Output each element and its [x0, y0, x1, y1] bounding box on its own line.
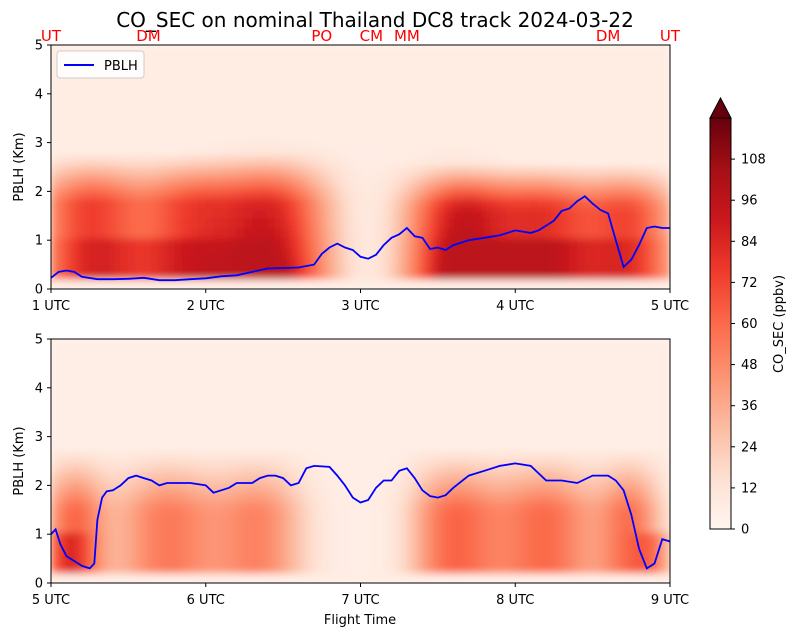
y-tick-label: 2: [35, 185, 43, 200]
bottom-heatmap: [51, 339, 670, 583]
y-tick-label: 5: [35, 333, 43, 348]
colorbar-tick-label: 24: [741, 440, 758, 455]
colorbar-tick-label: 84: [741, 235, 758, 250]
bottom-xlabel: Flight Time: [324, 613, 396, 628]
y-tick-label: 4: [35, 381, 43, 396]
colorbar: 0 12 24 36 48 60 72 84 96 108 CO_SEC (ppbv): [709, 96, 787, 538]
x-tick-label: 7 UTC: [341, 593, 379, 608]
x-tick-label: 8 UTC: [496, 593, 534, 608]
colorbar-tick-label: 60: [741, 317, 758, 332]
colorbar-label: CO_SEC (ppbv): [772, 275, 787, 373]
x-tick-label: 1 UTC: [32, 299, 70, 314]
y-tick-label: 5: [35, 39, 43, 54]
x-tick-label: 3 UTC: [341, 299, 379, 314]
legend-pblh-label: PBLH: [104, 59, 138, 74]
colorbar-tick-label: 36: [741, 399, 758, 414]
x-tick-label: 9 UTC: [651, 593, 689, 608]
colorbar-tick-label: 72: [741, 276, 758, 291]
top-heatmap: [51, 45, 670, 289]
y-tick-label: 3: [35, 136, 43, 151]
colorbar-gradient: [710, 118, 731, 529]
y-tick-label: 0: [35, 577, 43, 592]
location-label: DM: [136, 27, 161, 45]
legend-box: [56, 50, 145, 79]
colorbar-tick-label: 96: [741, 194, 758, 209]
location-label: PO: [311, 27, 332, 45]
x-tick-label: 4 UTC: [496, 299, 534, 314]
colorbar-tick-label: 108: [741, 153, 766, 168]
x-tick-label: 6 UTC: [187, 593, 225, 608]
bottom-pblh-line: [50, 462, 671, 570]
y-tick-label: 4: [35, 87, 43, 102]
colorbar-tick-label: 48: [741, 358, 758, 373]
location-label: DM: [596, 27, 621, 45]
y-tick-label: 2: [35, 479, 43, 494]
x-tick-label: 2 UTC: [187, 299, 225, 314]
colorbar-tick-label: 12: [741, 481, 758, 496]
bottom-ylabel: PBLH (Km): [12, 426, 27, 495]
bottom-panel: 5 UTC 6 UTC 7 UTC 8 UTC 9 UTC 0 1 2 3 4 5 PBLH (Km…: [12, 333, 689, 629]
location-label: UT: [660, 27, 681, 45]
location-label: UT: [41, 27, 62, 45]
y-tick-label: 1: [35, 528, 43, 543]
chart-title: CO_SEC on nominal Thailand DC8 track 202…: [116, 8, 634, 32]
colorbar-extend-arrow: [709, 96, 732, 119]
top-ylabel: PBLH (Km): [12, 132, 27, 201]
y-tick-label: 3: [35, 430, 43, 445]
y-tick-label: 1: [35, 234, 43, 249]
colorbar-tick-label: 0: [741, 523, 749, 538]
y-tick-label: 0: [35, 283, 43, 298]
location-label: CM: [360, 27, 383, 45]
location-label: MM: [394, 27, 420, 45]
x-tick-label: 5 UTC: [651, 299, 689, 314]
top-panel: 1 UTC 2 UTC 3 UTC 4 UTC 5 UTC 0 1 2 3 4 5 UT DM PO CM…: [12, 27, 689, 314]
top-pblh-line: [50, 195, 670, 282]
legend: PBLH: [56, 50, 145, 79]
x-tick-label: 5 UTC: [32, 593, 70, 608]
